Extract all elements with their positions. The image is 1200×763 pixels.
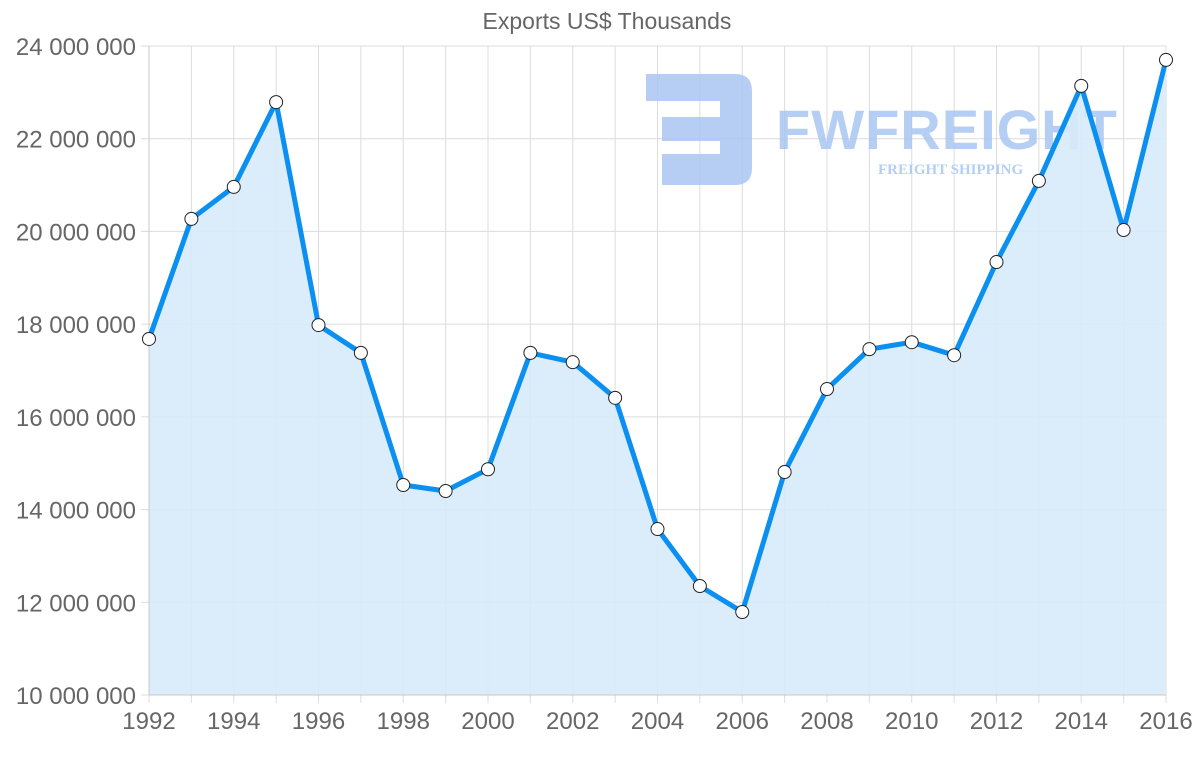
y-tick-label: 12 000 000 <box>16 590 136 617</box>
data-point-1996[interactable] <box>311 318 326 333</box>
data-point-2008[interactable] <box>820 382 834 397</box>
x-tick-label: 2000 <box>461 708 514 735</box>
x-tick-label: 1996 <box>292 708 345 735</box>
data-point-2012[interactable] <box>989 255 1004 270</box>
data-point-1999[interactable] <box>438 484 453 499</box>
y-tick-label: 24 000 000 <box>16 34 136 61</box>
data-point-2009[interactable] <box>862 342 877 357</box>
x-tick-label: 1998 <box>377 708 430 735</box>
series-area-fill <box>149 59 1166 695</box>
data-point-1992[interactable] <box>142 331 156 346</box>
data-point-1997[interactable] <box>353 345 368 360</box>
data-point-1995[interactable] <box>269 95 284 110</box>
data-point-2007[interactable] <box>777 465 792 480</box>
data-point-1998[interactable] <box>396 478 411 493</box>
data-point-2000[interactable] <box>481 462 495 477</box>
x-tick-label: 2010 <box>885 708 938 735</box>
x-axis-ticks: 1992 1994 1996 1998 2000 2002 2004 2006 2008 2010… <box>122 708 1192 735</box>
data-point-2003[interactable] <box>608 390 623 405</box>
axes <box>148 46 1166 696</box>
y-tick-label: 22 000 000 <box>16 127 136 154</box>
data-point-2010[interactable] <box>904 335 919 350</box>
data-point-2006[interactable] <box>735 605 750 620</box>
x-tick-label: 2006 <box>716 708 769 735</box>
data-point-2016[interactable] <box>1159 52 1173 67</box>
data-point-2004[interactable] <box>650 522 665 537</box>
data-point-2005[interactable] <box>692 579 707 594</box>
y-tick-label: 20 000 000 <box>16 219 136 246</box>
x-tick-label: 2012 <box>970 708 1023 735</box>
y-tick-label: 10 000 000 <box>16 683 136 710</box>
data-point-2001[interactable] <box>523 345 538 360</box>
x-tick-label: 1994 <box>207 708 260 735</box>
data-point-2011[interactable] <box>947 348 962 363</box>
y-tick-label: 16 000 000 <box>16 405 136 432</box>
data-point-2002[interactable] <box>565 355 580 370</box>
data-point-2015[interactable] <box>1116 223 1131 238</box>
data-point-1994[interactable] <box>226 179 241 194</box>
data-point-2014[interactable] <box>1074 78 1089 93</box>
x-tick-label: 2004 <box>631 708 684 735</box>
data-points <box>142 52 1173 620</box>
x-tick-label: 2002 <box>546 708 599 735</box>
data-point-2013[interactable] <box>1031 173 1046 188</box>
watermark-tagline-text: FREIGHT SHIPPING <box>878 162 1023 178</box>
chart-title: Exports US$ Thousands <box>482 8 732 34</box>
y-axis-ticks: 10 000 000 12 000 000 14 000 000 16 000 000… <box>16 34 136 710</box>
x-tick-label: 2014 <box>1055 708 1108 735</box>
x-tick-label: 2016 <box>1139 708 1192 735</box>
y-tick-label: 18 000 000 <box>16 312 136 339</box>
x-tick-label: 2008 <box>800 708 853 735</box>
data-point-1993[interactable] <box>184 211 199 226</box>
fwfreight-logo-icon <box>646 74 752 185</box>
x-tick-label: 1992 <box>122 708 175 735</box>
y-tick-label: 14 000 000 <box>16 498 136 525</box>
